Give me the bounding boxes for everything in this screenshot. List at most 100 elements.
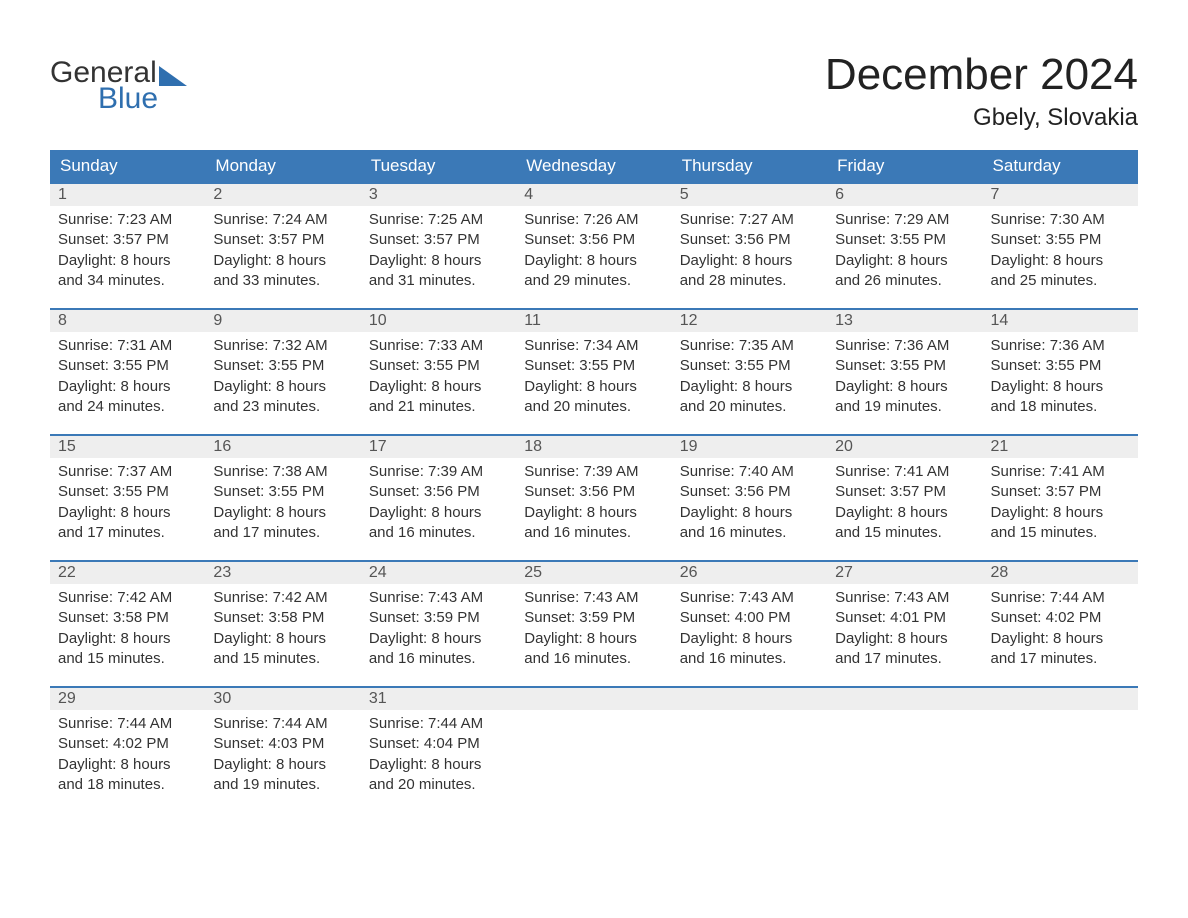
title-block: December 2024 Gbely, Slovakia: [825, 50, 1138, 132]
week-row: 1Sunrise: 7:23 AMSunset: 3:57 PMDaylight…: [50, 182, 1138, 294]
sunset-text: Sunset: 4:04 PM: [369, 734, 516, 754]
sunrise-text: Sunrise: 7:40 AM: [680, 462, 827, 482]
daylight-line2: and 34 minutes.: [58, 271, 205, 291]
day-cell: 17Sunrise: 7:39 AMSunset: 3:56 PMDayligh…: [361, 434, 516, 546]
sunrise-text: Sunrise: 7:43 AM: [524, 588, 671, 608]
day-info: Sunrise: 7:38 AMSunset: 3:55 PMDaylight:…: [205, 458, 360, 546]
day-cell: 27Sunrise: 7:43 AMSunset: 4:01 PMDayligh…: [827, 560, 982, 672]
daylight-line1: Daylight: 8 hours: [369, 755, 516, 775]
daylight-line2: and 33 minutes.: [213, 271, 360, 291]
sunset-text: Sunset: 3:56 PM: [524, 482, 671, 502]
sunset-text: Sunset: 3:55 PM: [524, 356, 671, 376]
day-info: Sunrise: 7:44 AMSunset: 4:04 PMDaylight:…: [361, 710, 516, 798]
day-cell: 21Sunrise: 7:41 AMSunset: 3:57 PMDayligh…: [983, 434, 1138, 546]
day-info: Sunrise: 7:27 AMSunset: 3:56 PMDaylight:…: [672, 206, 827, 294]
sunset-text: Sunset: 4:01 PM: [835, 608, 982, 628]
daylight-line2: and 16 minutes.: [680, 649, 827, 669]
daylight-line2: and 21 minutes.: [369, 397, 516, 417]
day-info: Sunrise: 7:44 AMSunset: 4:03 PMDaylight:…: [205, 710, 360, 798]
day-info: Sunrise: 7:44 AMSunset: 4:02 PMDaylight:…: [50, 710, 205, 798]
day-cell: 19Sunrise: 7:40 AMSunset: 3:56 PMDayligh…: [672, 434, 827, 546]
sunrise-text: Sunrise: 7:43 AM: [835, 588, 982, 608]
day-number: 5: [672, 182, 827, 206]
day-cell: 31Sunrise: 7:44 AMSunset: 4:04 PMDayligh…: [361, 686, 516, 798]
month-title: December 2024: [825, 50, 1138, 100]
daylight-line2: and 16 minutes.: [680, 523, 827, 543]
sunrise-text: Sunrise: 7:29 AM: [835, 210, 982, 230]
daylight-line2: and 16 minutes.: [524, 649, 671, 669]
day-header: Monday: [205, 150, 360, 182]
day-info: Sunrise: 7:29 AMSunset: 3:55 PMDaylight:…: [827, 206, 982, 294]
daylight-line2: and 16 minutes.: [524, 523, 671, 543]
day-cell: 1Sunrise: 7:23 AMSunset: 3:57 PMDaylight…: [50, 182, 205, 294]
day-info: Sunrise: 7:30 AMSunset: 3:55 PMDaylight:…: [983, 206, 1138, 294]
daylight-line1: Daylight: 8 hours: [991, 629, 1138, 649]
sunrise-text: Sunrise: 7:27 AM: [680, 210, 827, 230]
sunset-text: Sunset: 3:55 PM: [213, 356, 360, 376]
day-cell: 16Sunrise: 7:38 AMSunset: 3:55 PMDayligh…: [205, 434, 360, 546]
sunrise-text: Sunrise: 7:31 AM: [58, 336, 205, 356]
day-cell: 2Sunrise: 7:24 AMSunset: 3:57 PMDaylight…: [205, 182, 360, 294]
day-info: [672, 710, 827, 798]
day-number: 16: [205, 434, 360, 458]
daylight-line1: Daylight: 8 hours: [213, 629, 360, 649]
day-number: 25: [516, 560, 671, 584]
day-number: 20: [827, 434, 982, 458]
sunset-text: Sunset: 3:55 PM: [991, 356, 1138, 376]
day-number: [827, 686, 982, 710]
day-number: 7: [983, 182, 1138, 206]
day-headers-row: Sunday Monday Tuesday Wednesday Thursday…: [50, 150, 1138, 182]
daylight-line1: Daylight: 8 hours: [680, 251, 827, 271]
day-cell: 23Sunrise: 7:42 AMSunset: 3:58 PMDayligh…: [205, 560, 360, 672]
day-header: Friday: [827, 150, 982, 182]
sunrise-text: Sunrise: 7:44 AM: [213, 714, 360, 734]
sunrise-text: Sunrise: 7:36 AM: [991, 336, 1138, 356]
sunset-text: Sunset: 3:55 PM: [369, 356, 516, 376]
day-cell: 14Sunrise: 7:36 AMSunset: 3:55 PMDayligh…: [983, 308, 1138, 420]
daylight-line1: Daylight: 8 hours: [524, 629, 671, 649]
daylight-line2: and 17 minutes.: [213, 523, 360, 543]
day-number: 6: [827, 182, 982, 206]
day-cell: [983, 686, 1138, 798]
sunset-text: Sunset: 3:59 PM: [524, 608, 671, 628]
day-number: 22: [50, 560, 205, 584]
day-info: Sunrise: 7:43 AMSunset: 3:59 PMDaylight:…: [361, 584, 516, 672]
sunrise-text: Sunrise: 7:44 AM: [58, 714, 205, 734]
sunset-text: Sunset: 4:03 PM: [213, 734, 360, 754]
daylight-line2: and 20 minutes.: [369, 775, 516, 795]
day-cell: 3Sunrise: 7:25 AMSunset: 3:57 PMDaylight…: [361, 182, 516, 294]
daylight-line1: Daylight: 8 hours: [524, 503, 671, 523]
day-cell: 7Sunrise: 7:30 AMSunset: 3:55 PMDaylight…: [983, 182, 1138, 294]
day-info: Sunrise: 7:40 AMSunset: 3:56 PMDaylight:…: [672, 458, 827, 546]
day-info: Sunrise: 7:41 AMSunset: 3:57 PMDaylight:…: [983, 458, 1138, 546]
daylight-line1: Daylight: 8 hours: [524, 251, 671, 271]
sunset-text: Sunset: 4:00 PM: [680, 608, 827, 628]
day-cell: 6Sunrise: 7:29 AMSunset: 3:55 PMDaylight…: [827, 182, 982, 294]
daylight-line1: Daylight: 8 hours: [213, 755, 360, 775]
week-row: 22Sunrise: 7:42 AMSunset: 3:58 PMDayligh…: [50, 560, 1138, 672]
sunset-text: Sunset: 3:58 PM: [58, 608, 205, 628]
day-header: Saturday: [983, 150, 1138, 182]
location: Gbely, Slovakia: [825, 104, 1138, 132]
sail-icon: [159, 66, 187, 86]
daylight-line2: and 17 minutes.: [835, 649, 982, 669]
day-number: 11: [516, 308, 671, 332]
week-row: 8Sunrise: 7:31 AMSunset: 3:55 PMDaylight…: [50, 308, 1138, 420]
daylight-line2: and 15 minutes.: [835, 523, 982, 543]
day-cell: 20Sunrise: 7:41 AMSunset: 3:57 PMDayligh…: [827, 434, 982, 546]
sunset-text: Sunset: 3:57 PM: [835, 482, 982, 502]
sunrise-text: Sunrise: 7:34 AM: [524, 336, 671, 356]
day-cell: [672, 686, 827, 798]
sunset-text: Sunset: 3:59 PM: [369, 608, 516, 628]
day-number: 31: [361, 686, 516, 710]
calendar: Sunday Monday Tuesday Wednesday Thursday…: [50, 150, 1138, 798]
sunset-text: Sunset: 3:57 PM: [991, 482, 1138, 502]
daylight-line1: Daylight: 8 hours: [835, 629, 982, 649]
sunset-text: Sunset: 3:56 PM: [680, 230, 827, 250]
daylight-line1: Daylight: 8 hours: [58, 251, 205, 271]
daylight-line2: and 28 minutes.: [680, 271, 827, 291]
daylight-line2: and 25 minutes.: [991, 271, 1138, 291]
daylight-line2: and 31 minutes.: [369, 271, 516, 291]
day-info: Sunrise: 7:43 AMSunset: 4:01 PMDaylight:…: [827, 584, 982, 672]
daylight-line1: Daylight: 8 hours: [369, 629, 516, 649]
